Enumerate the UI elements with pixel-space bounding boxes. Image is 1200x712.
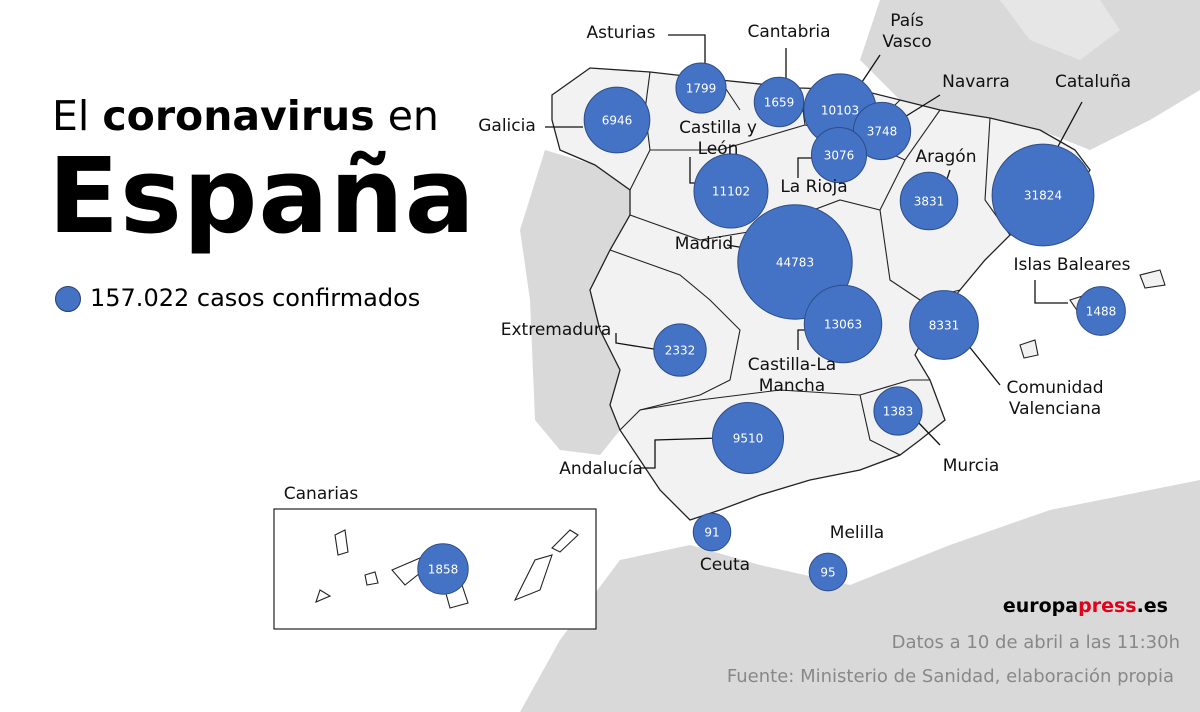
case-bubble — [899, 171, 959, 231]
region-label: Aragón — [915, 147, 977, 167]
title-text: en — [387, 92, 439, 140]
region-label: Canarias — [283, 484, 359, 504]
region-label: Melilla — [829, 523, 885, 543]
case-count: 1659 — [764, 96, 795, 110]
case-count: 9510 — [733, 432, 764, 446]
case-bubble — [583, 86, 651, 154]
case-count: 31824 — [1024, 189, 1062, 203]
region-label: Madrid — [674, 234, 734, 254]
region-label: Islas Baleares — [1013, 255, 1131, 275]
case-count: 1488 — [1086, 305, 1117, 319]
case-bubble — [1076, 286, 1126, 336]
legend-text: 157.022 casos confirmados — [90, 284, 421, 312]
region-label: País Vasco — [882, 11, 932, 52]
case-bubble — [711, 401, 785, 475]
brand-part: europa — [1002, 595, 1079, 617]
region-label: Asturias — [586, 23, 656, 43]
case-count: 8331 — [929, 319, 960, 333]
title-bold: coronavirus — [102, 92, 375, 140]
case-bubble — [803, 284, 883, 364]
case-count: 95 — [820, 566, 835, 580]
brand-part: .es — [1136, 595, 1168, 617]
case-bubble — [991, 143, 1095, 247]
legend-icon — [55, 286, 81, 312]
region-label: Navarra — [942, 72, 1010, 92]
case-count: 3831 — [914, 195, 945, 209]
region-label: La Rioja — [780, 177, 848, 197]
source: Fuente: Ministerio de Sanidad, elaboraci… — [726, 666, 1174, 687]
case-count: 11102 — [712, 185, 750, 199]
case-count: 91 — [704, 526, 719, 540]
case-count: 2332 — [665, 344, 696, 358]
case-bubble — [753, 76, 805, 128]
date-note: Datos a 10 de abril a las 11:30h — [891, 632, 1180, 653]
title-main: España — [48, 135, 476, 257]
case-count: 13063 — [824, 318, 862, 332]
case-bubble — [692, 512, 732, 552]
case-bubble — [909, 290, 979, 360]
case-bubble — [653, 323, 707, 377]
region-label: Murcia — [942, 456, 1000, 476]
title-text: El — [52, 92, 90, 140]
region-label: Andalucía — [559, 459, 643, 479]
case-count: 1383 — [883, 405, 914, 419]
case-bubble — [675, 62, 727, 114]
case-count: 44783 — [776, 256, 814, 270]
region-label: Cantabria — [747, 22, 831, 42]
case-bubble — [417, 543, 469, 595]
case-bubble — [810, 126, 868, 184]
case-bubble — [873, 386, 923, 436]
region-label: Castilla y León — [679, 118, 757, 159]
case-count: 3748 — [867, 125, 898, 139]
region-label: Extremadura — [500, 320, 612, 340]
brand-part: press — [1078, 595, 1137, 617]
region-label: Ceuta — [699, 555, 751, 575]
case-count: 1799 — [686, 82, 717, 96]
brand: europapress.es — [1003, 595, 1168, 617]
case-count: 1858 — [428, 563, 459, 577]
case-count: 6946 — [602, 114, 633, 128]
case-count: 3076 — [824, 149, 855, 163]
title-line1: El coronavirus en — [52, 92, 439, 140]
region-label: Galicia — [478, 116, 536, 136]
region-label: Castilla-La Mancha — [747, 355, 837, 396]
region-label: Cataluña — [1054, 72, 1132, 92]
case-bubble — [693, 153, 769, 229]
region-label: Comunidad Valenciana — [1006, 378, 1104, 419]
case-count: 10103 — [821, 104, 859, 118]
case-bubble — [808, 552, 848, 592]
